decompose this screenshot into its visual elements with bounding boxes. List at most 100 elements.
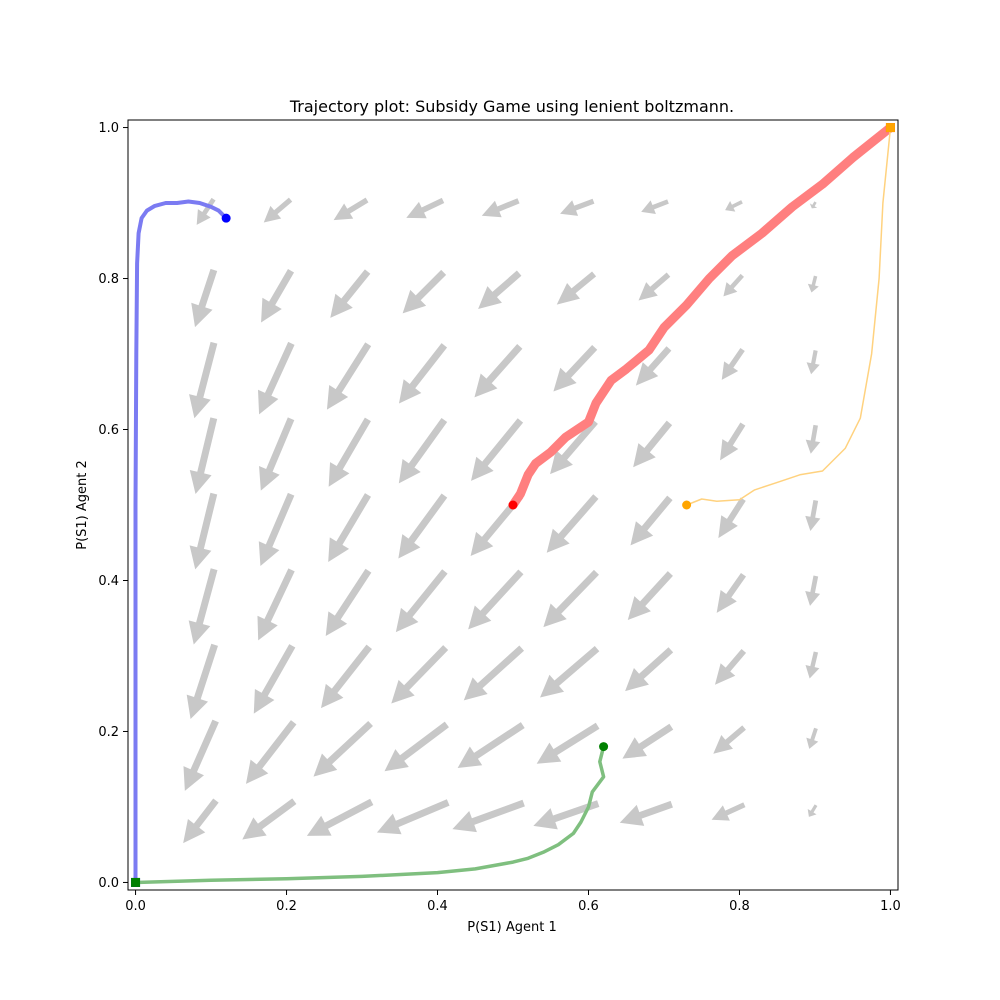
quiver-arrow bbox=[809, 201, 818, 209]
blue-trajectory-line bbox=[133, 199, 229, 885]
quiver-arrow bbox=[807, 275, 819, 293]
y-tick-label: 1.0 bbox=[98, 121, 119, 136]
quiver-arrow bbox=[625, 647, 674, 692]
quiver-arrow bbox=[641, 199, 669, 215]
x-tick-label: 0.4 bbox=[427, 899, 448, 914]
quiver-arrow bbox=[806, 727, 819, 749]
plot-frame bbox=[127, 119, 899, 891]
x-tick-label: 0.8 bbox=[729, 899, 750, 914]
quiver-field bbox=[183, 197, 821, 844]
trajectory-series bbox=[131, 123, 895, 887]
quiver-arrow bbox=[398, 343, 448, 404]
quiver-arrow bbox=[398, 417, 448, 484]
green-start-point bbox=[599, 742, 609, 752]
y-axis-ticks: 0.0 0.2 0.4 0.6 0.8 1.0 bbox=[98, 121, 128, 891]
quiver-arrow bbox=[723, 273, 744, 297]
quiver-arrow bbox=[721, 347, 745, 380]
quiver-arrow bbox=[245, 720, 297, 784]
quiver-arrow bbox=[805, 651, 820, 679]
quiver-arrow bbox=[478, 270, 522, 309]
quiver-arrow bbox=[470, 493, 524, 556]
quiver-arrow bbox=[313, 720, 373, 777]
green-trajectory-line bbox=[133, 744, 606, 885]
x-tick-label: 0.6 bbox=[578, 899, 599, 914]
orange-start-point bbox=[682, 500, 692, 510]
quiver-arrow bbox=[186, 643, 218, 720]
quiver-arrow bbox=[257, 341, 295, 415]
quiver-arrow bbox=[406, 197, 445, 219]
quiver-arrow bbox=[259, 417, 295, 491]
quiver-arrow bbox=[325, 568, 372, 636]
quiver-arrow bbox=[627, 571, 673, 620]
quiver-arrow bbox=[638, 272, 671, 301]
x-tick-label: 1.0 bbox=[880, 899, 901, 914]
quiver-arrow bbox=[328, 493, 371, 563]
quiver-arrow bbox=[189, 417, 218, 494]
quiver-arrow bbox=[306, 798, 374, 836]
quiver-arrow bbox=[635, 346, 672, 386]
quiver-arrow bbox=[242, 798, 297, 840]
quiver-arrow bbox=[330, 269, 371, 318]
quiver-arrow bbox=[326, 342, 372, 410]
x-tick-label: 0.2 bbox=[276, 899, 297, 914]
quiver-arrow bbox=[391, 645, 449, 704]
y-tick-label: 0.2 bbox=[98, 725, 119, 740]
quiver-arrow bbox=[540, 645, 600, 698]
quiver-arrow bbox=[261, 269, 295, 323]
quiver-arrow bbox=[328, 417, 371, 487]
quiver-arrow bbox=[630, 495, 673, 546]
quiver-arrow bbox=[533, 800, 600, 830]
quiver-arrow bbox=[321, 644, 373, 709]
y-tick-label: 0.4 bbox=[98, 574, 119, 589]
quiver-arrow bbox=[183, 719, 219, 791]
quiver-arrow bbox=[395, 569, 448, 633]
x-tick-label: 0.0 bbox=[125, 899, 146, 914]
quiver-arrow bbox=[188, 568, 218, 645]
quiver-arrow bbox=[725, 200, 743, 212]
quiver-arrow bbox=[546, 494, 599, 553]
quiver-arrow bbox=[402, 269, 447, 314]
orange-trajectory-line bbox=[685, 126, 892, 506]
y-tick-label: 0.0 bbox=[98, 876, 119, 891]
quiver-arrow bbox=[333, 197, 369, 221]
quiver-arrow bbox=[807, 804, 818, 817]
quiver-arrow bbox=[457, 722, 525, 768]
quiver-arrow bbox=[553, 345, 598, 392]
quiver-arrow bbox=[805, 575, 821, 606]
x-axis-ticks: 0.0 0.2 0.4 0.6 0.8 1.0 bbox=[125, 890, 901, 914]
quiver-arrow bbox=[471, 418, 524, 481]
quiver-arrow bbox=[258, 492, 295, 566]
quiver-arrow bbox=[196, 197, 216, 225]
quiver-arrow bbox=[806, 350, 820, 375]
quiver-arrow bbox=[805, 500, 821, 531]
red-start-point bbox=[508, 500, 518, 510]
quiver-arrow bbox=[536, 722, 600, 764]
quiver-arrow bbox=[622, 723, 674, 759]
chart-title: Trajectory plot: Subsidy Game using leni… bbox=[289, 97, 734, 116]
quiver-arrow bbox=[183, 798, 219, 844]
orange-end-marker bbox=[885, 123, 895, 133]
quiver-arrow bbox=[716, 572, 747, 613]
red-trajectory-line bbox=[508, 123, 895, 510]
quiver-arrow bbox=[713, 725, 746, 754]
quiver-arrow bbox=[805, 424, 821, 454]
quiver-arrow bbox=[718, 497, 746, 539]
quiver-arrow bbox=[711, 802, 746, 821]
quiver-arrow bbox=[619, 800, 673, 826]
quiver-arrow bbox=[398, 493, 448, 559]
quiver-arrow bbox=[263, 197, 293, 223]
quiver-arrow bbox=[463, 645, 525, 701]
quiver-arrow bbox=[633, 420, 673, 468]
y-axis-label: P(S1) Agent 2 bbox=[75, 460, 90, 550]
quiver-arrow bbox=[257, 568, 295, 641]
quiver-arrow bbox=[253, 644, 296, 714]
quiver-arrow bbox=[714, 648, 747, 685]
quiver-arrow bbox=[474, 344, 523, 398]
quiver-arrow bbox=[556, 271, 597, 305]
x-axis-label: P(S1) Agent 1 bbox=[467, 920, 557, 935]
quiver-arrow bbox=[543, 569, 599, 628]
quiver-arrow bbox=[468, 569, 524, 630]
quiver-arrow bbox=[384, 721, 449, 772]
quiver-arrow bbox=[550, 419, 598, 475]
